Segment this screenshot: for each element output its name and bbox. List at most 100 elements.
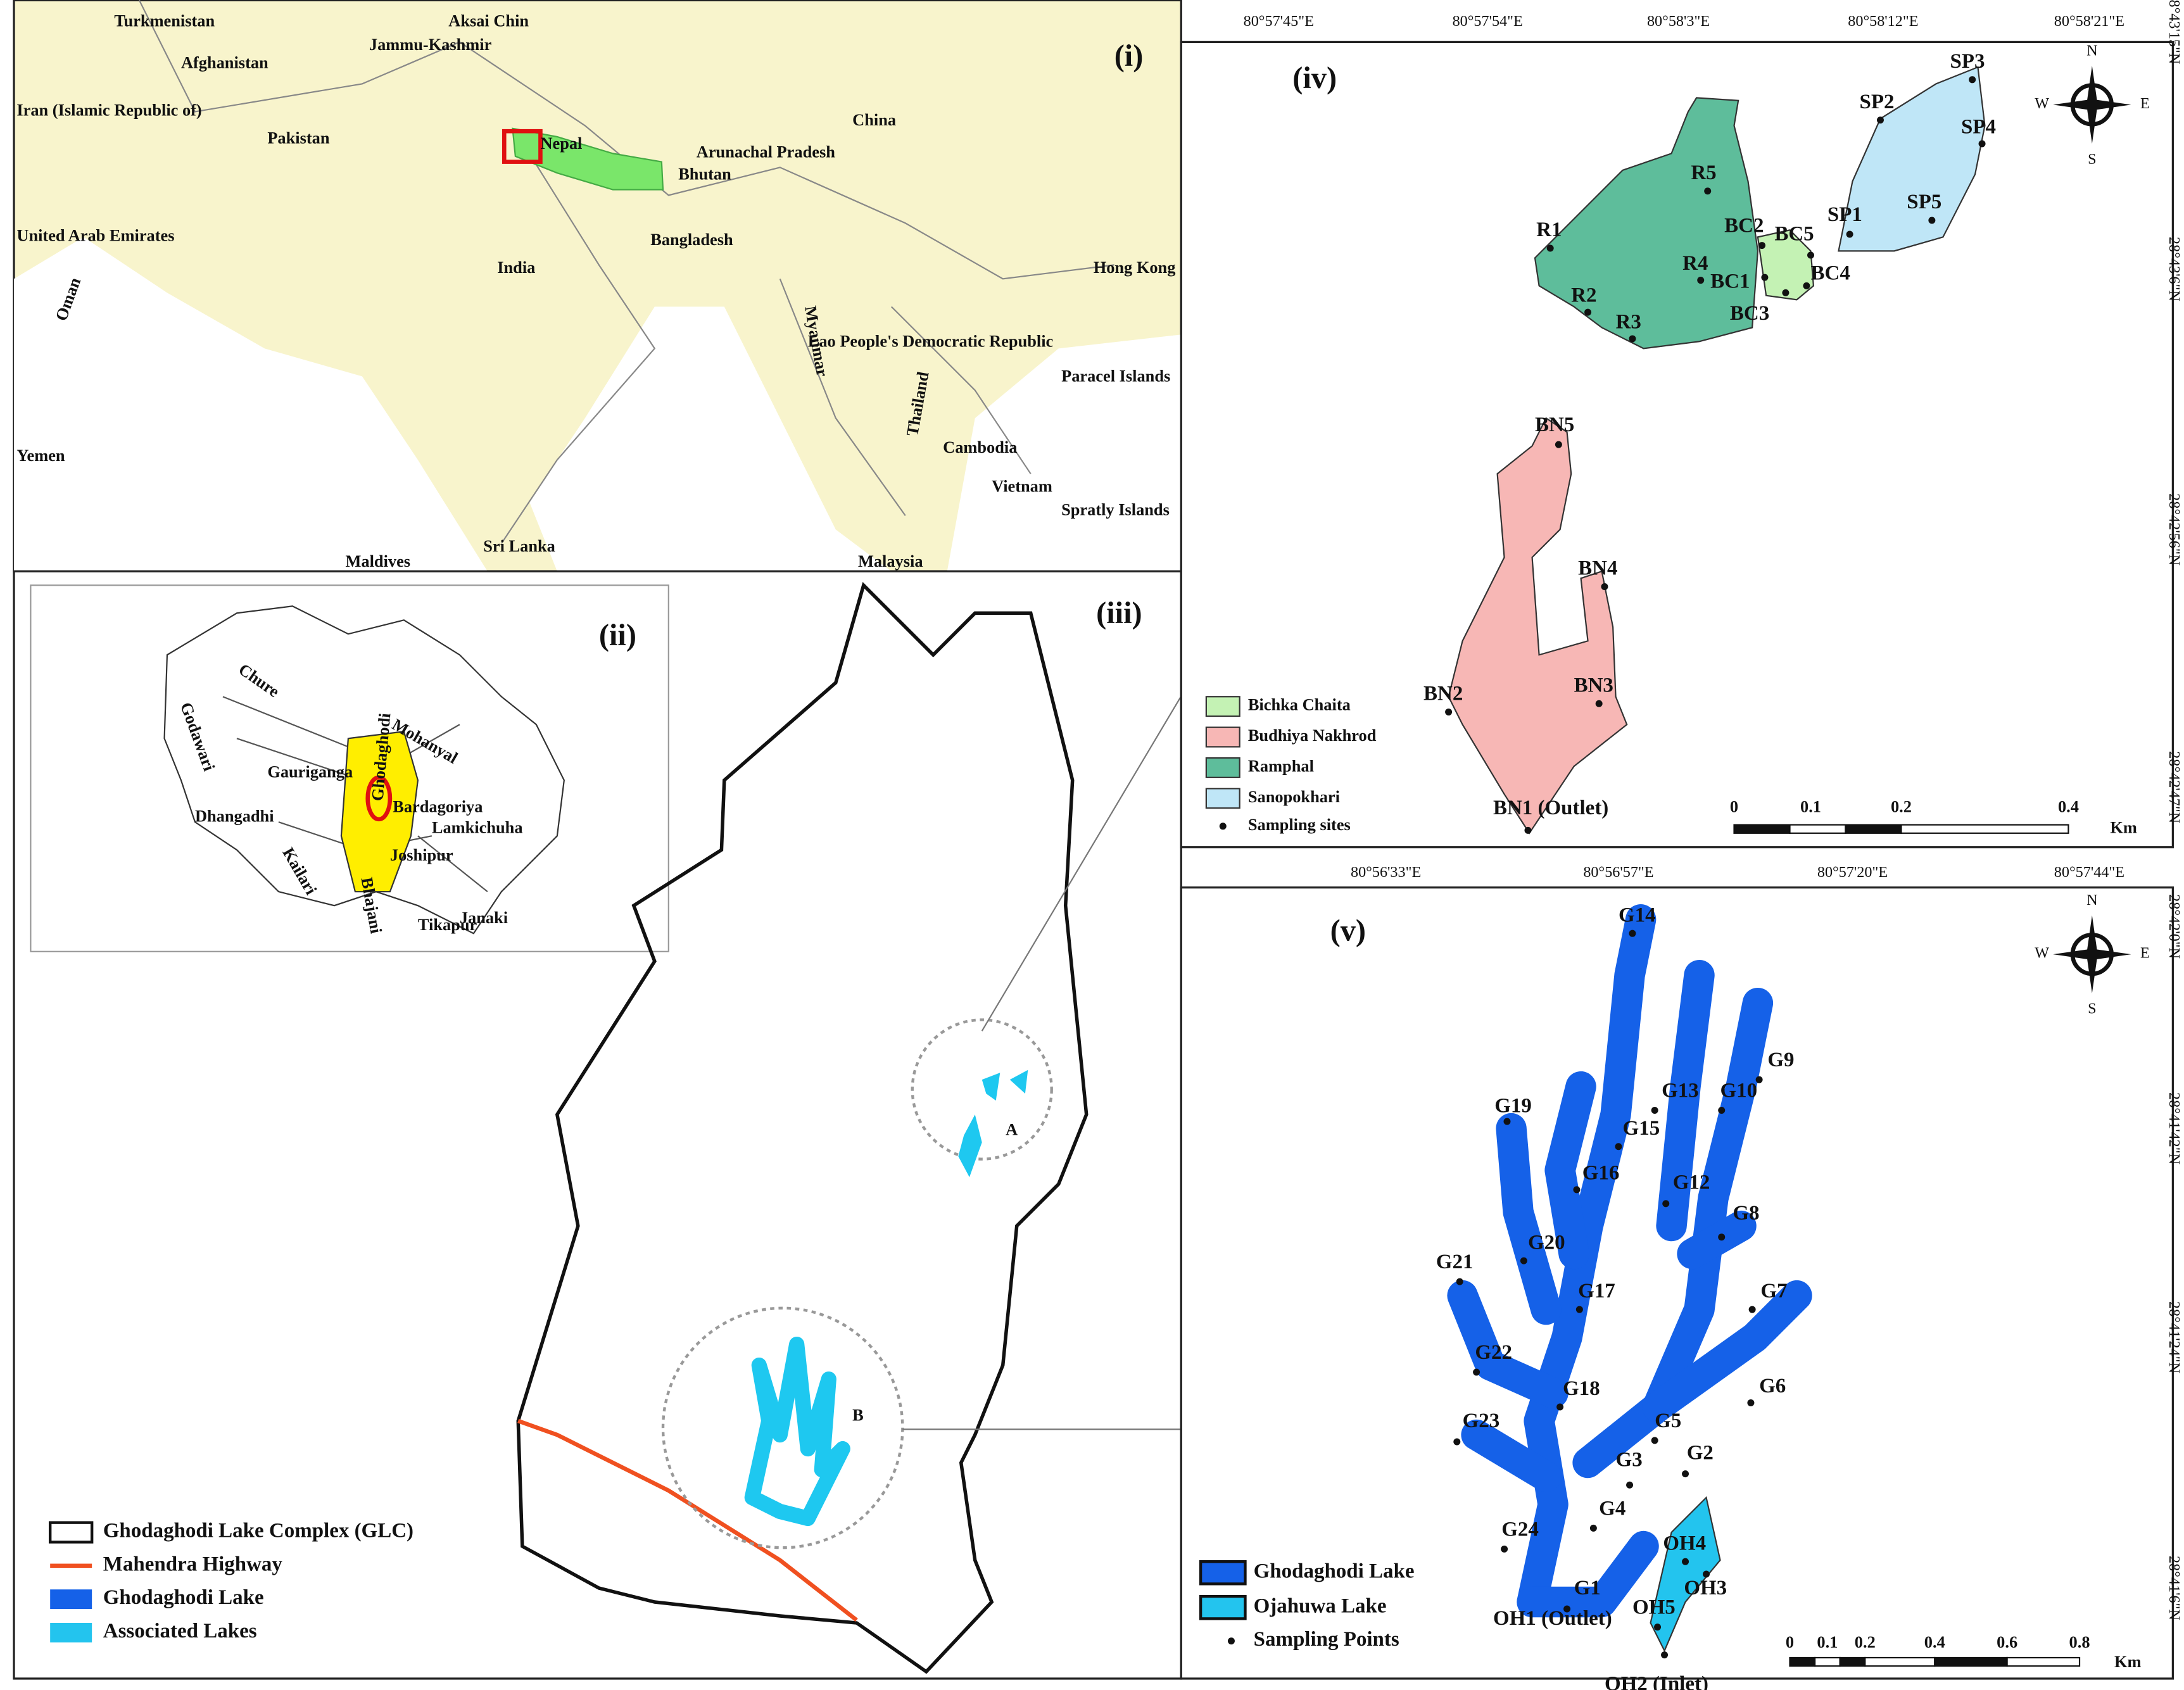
sampling-point bbox=[1703, 1570, 1710, 1578]
x-coord: 80°57'54"E bbox=[1453, 13, 1523, 30]
legend-symbol bbox=[1205, 757, 1240, 778]
site-label: G6 bbox=[1759, 1375, 1786, 1397]
site-label: OH4 bbox=[1663, 1532, 1706, 1554]
scale-label: 0.1 bbox=[1817, 1632, 1838, 1651]
place-label: Arunachal Pradesh bbox=[697, 142, 835, 161]
sampling-point bbox=[1803, 282, 1810, 289]
panel-label: (ii) bbox=[599, 619, 636, 652]
place-label: Iran (Islamic Republic of) bbox=[16, 100, 201, 119]
place-label: Tikapur bbox=[418, 915, 477, 934]
scale-bar bbox=[2006, 1656, 2081, 1667]
ojahuwa-lake bbox=[1650, 1496, 1721, 1653]
site-label: R4 bbox=[1682, 252, 1708, 275]
site-label: SP3 bbox=[1950, 50, 1985, 73]
panel-label: (i) bbox=[1114, 39, 1144, 73]
place-label: Janaki bbox=[460, 908, 508, 927]
scale-label: 0.4 bbox=[2058, 797, 2079, 816]
site-label: BC2 bbox=[1724, 215, 1764, 237]
site-label: BN1 (Outlet) bbox=[1493, 797, 1608, 819]
site-label: G3 bbox=[1616, 1448, 1643, 1471]
compass-label: S bbox=[2088, 151, 2096, 168]
site-label: R5 bbox=[1691, 161, 1716, 184]
site-label: SP2 bbox=[1859, 91, 1894, 113]
sampling-point bbox=[1704, 187, 1712, 195]
site-label: BC1 bbox=[1710, 270, 1750, 293]
sampling-point bbox=[1718, 1107, 1726, 1114]
legend-label: Sanopokhari bbox=[1248, 787, 1340, 806]
place-label: Paracel Islands bbox=[1061, 367, 1170, 386]
scale-label: 0.1 bbox=[1800, 797, 1821, 816]
sampling-point bbox=[1782, 289, 1789, 296]
legend-symbol bbox=[1205, 788, 1240, 809]
compass-label: N bbox=[2086, 892, 2097, 909]
scale-bar bbox=[1814, 1656, 1841, 1667]
study-area-box bbox=[502, 129, 543, 164]
legend-symbol bbox=[1227, 1637, 1235, 1645]
site-label: OH5 bbox=[1632, 1596, 1676, 1619]
legend-label: Ramphal bbox=[1248, 756, 1314, 775]
sampling-point bbox=[1546, 244, 1554, 252]
sea bbox=[13, 237, 488, 572]
site-label: G2 bbox=[1687, 1441, 1714, 1464]
sampling-point bbox=[1473, 1368, 1480, 1376]
sampling-point bbox=[1876, 117, 1884, 124]
sea bbox=[529, 306, 892, 572]
sampling-point bbox=[1969, 76, 1976, 84]
sampling-point bbox=[1563, 1605, 1571, 1613]
legend-symbol bbox=[48, 1521, 94, 1544]
y-coord: 28°41'42"N bbox=[2166, 1092, 2183, 1164]
sampling-point bbox=[1520, 1257, 1527, 1264]
sampling-point bbox=[1682, 1470, 1689, 1478]
sampling-point bbox=[1682, 1558, 1689, 1565]
legend-label: Ojahuwa Lake bbox=[1254, 1594, 1387, 1617]
place-label: Dhangadhi bbox=[195, 807, 274, 826]
site-label: G9 bbox=[1767, 1049, 1794, 1071]
compass-label: W bbox=[2035, 945, 2049, 962]
glc-boundary bbox=[516, 582, 1089, 1674]
sampling-point bbox=[1615, 1143, 1622, 1151]
site-label: G12 bbox=[1673, 1171, 1710, 1194]
site-label: G16 bbox=[1582, 1161, 1620, 1184]
y-coord: 28°41'6"N bbox=[2166, 1556, 2183, 1620]
y-coord: 28°42'0"N bbox=[2166, 894, 2183, 959]
area-a-circle bbox=[911, 1018, 1053, 1161]
y-coord: 28°42'56"N bbox=[2166, 493, 2183, 565]
site-label: G18 bbox=[1563, 1377, 1600, 1400]
sampling-point bbox=[1595, 700, 1603, 707]
sampling-point bbox=[1601, 583, 1608, 590]
glc-marker bbox=[365, 775, 393, 822]
sanopokhari-lake bbox=[1838, 66, 1986, 252]
legend-symbol bbox=[50, 1589, 92, 1609]
site-label: G15 bbox=[1623, 1117, 1660, 1140]
lake-branch bbox=[1642, 1280, 1812, 1423]
site-label: R1 bbox=[1536, 218, 1562, 241]
scale-bar bbox=[1789, 824, 1846, 834]
site-label: BC3 bbox=[1730, 302, 1769, 325]
sampling-point bbox=[1629, 930, 1636, 937]
place-label: Jammu-Kashmir bbox=[369, 35, 492, 54]
legend-label: Sampling sites bbox=[1248, 815, 1351, 834]
place-label: Lamkichuha bbox=[432, 817, 523, 836]
place-label: Cambodia bbox=[943, 438, 1017, 457]
scale-bar bbox=[1789, 1656, 1816, 1667]
place-label: Aksai Chin bbox=[448, 11, 529, 30]
x-coord: 80°58'12"E bbox=[1848, 13, 1918, 30]
sampling-point bbox=[1584, 308, 1592, 316]
site-label: G21 bbox=[1436, 1251, 1474, 1273]
site-label: BN5 bbox=[1535, 413, 1574, 436]
legend-label: Mahendra Highway bbox=[103, 1553, 283, 1575]
site-label: G10 bbox=[1720, 1080, 1758, 1102]
site-label: OH1 (Outlet) bbox=[1493, 1607, 1612, 1630]
x-coord: 80°57'20"E bbox=[1817, 864, 1888, 881]
sampling-point bbox=[1555, 441, 1562, 448]
compass bbox=[2053, 65, 2131, 144]
compass-label: N bbox=[2086, 42, 2097, 59]
sampling-point bbox=[1755, 1076, 1763, 1083]
scale-bar bbox=[1900, 824, 2069, 834]
site-label: R3 bbox=[1616, 310, 1641, 333]
place-label: Gauriganga bbox=[267, 762, 353, 781]
district-outline bbox=[163, 605, 565, 935]
area-label: A bbox=[1006, 1120, 1018, 1139]
sampling-point bbox=[1556, 1403, 1564, 1411]
